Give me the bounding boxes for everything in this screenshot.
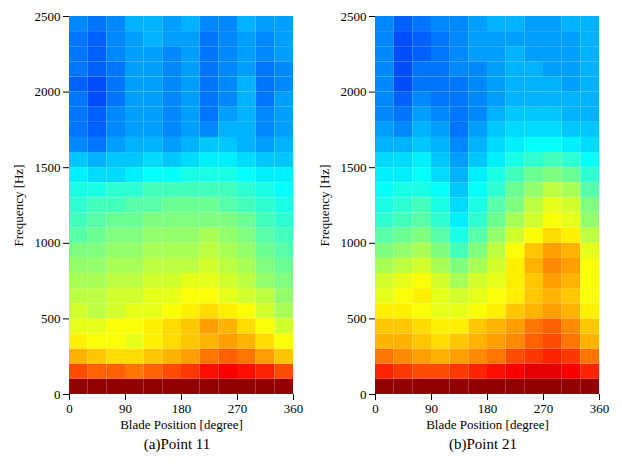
svg-text:0: 0	[54, 387, 61, 402]
svg-text:270: 270	[534, 401, 554, 416]
svg-text:2500: 2500	[35, 9, 61, 24]
svg-text:500: 500	[41, 311, 61, 326]
svg-text:0: 0	[372, 401, 379, 416]
svg-text:Frequency [Hz]: Frequency [Hz]	[11, 165, 26, 247]
svg-text:1000: 1000	[341, 235, 367, 250]
svg-text:1000: 1000	[35, 235, 61, 250]
svg-text:0: 0	[66, 401, 73, 416]
svg-text:360: 360	[590, 401, 610, 416]
svg-text:2500: 2500	[341, 9, 367, 24]
html-text:(a)Point 11: (a)Point 11	[143, 436, 211, 452]
svg-text:270: 270	[228, 401, 248, 416]
svg-text:1500: 1500	[35, 160, 61, 175]
svg-text:180: 180	[172, 401, 192, 416]
svg-text:Blade Position [degree]: Blade Position [degree]	[426, 417, 549, 432]
svg-text:500: 500	[347, 311, 367, 326]
svg-text:2000: 2000	[35, 84, 61, 99]
svg-text:90: 90	[425, 401, 438, 416]
svg-text:360: 360	[284, 401, 304, 416]
svg-text:180: 180	[478, 401, 498, 416]
html-text:(b)Point 21: (b)Point 21	[449, 436, 517, 452]
svg-text:Frequency [Hz]: Frequency [Hz]	[317, 165, 332, 247]
svg-text:Blade Position [degree]: Blade Position [degree]	[120, 417, 243, 432]
svg-text:1500: 1500	[341, 160, 367, 175]
svg-text:90: 90	[119, 401, 132, 416]
svg-text:2000: 2000	[341, 84, 367, 99]
svg-text:0: 0	[360, 387, 367, 402]
